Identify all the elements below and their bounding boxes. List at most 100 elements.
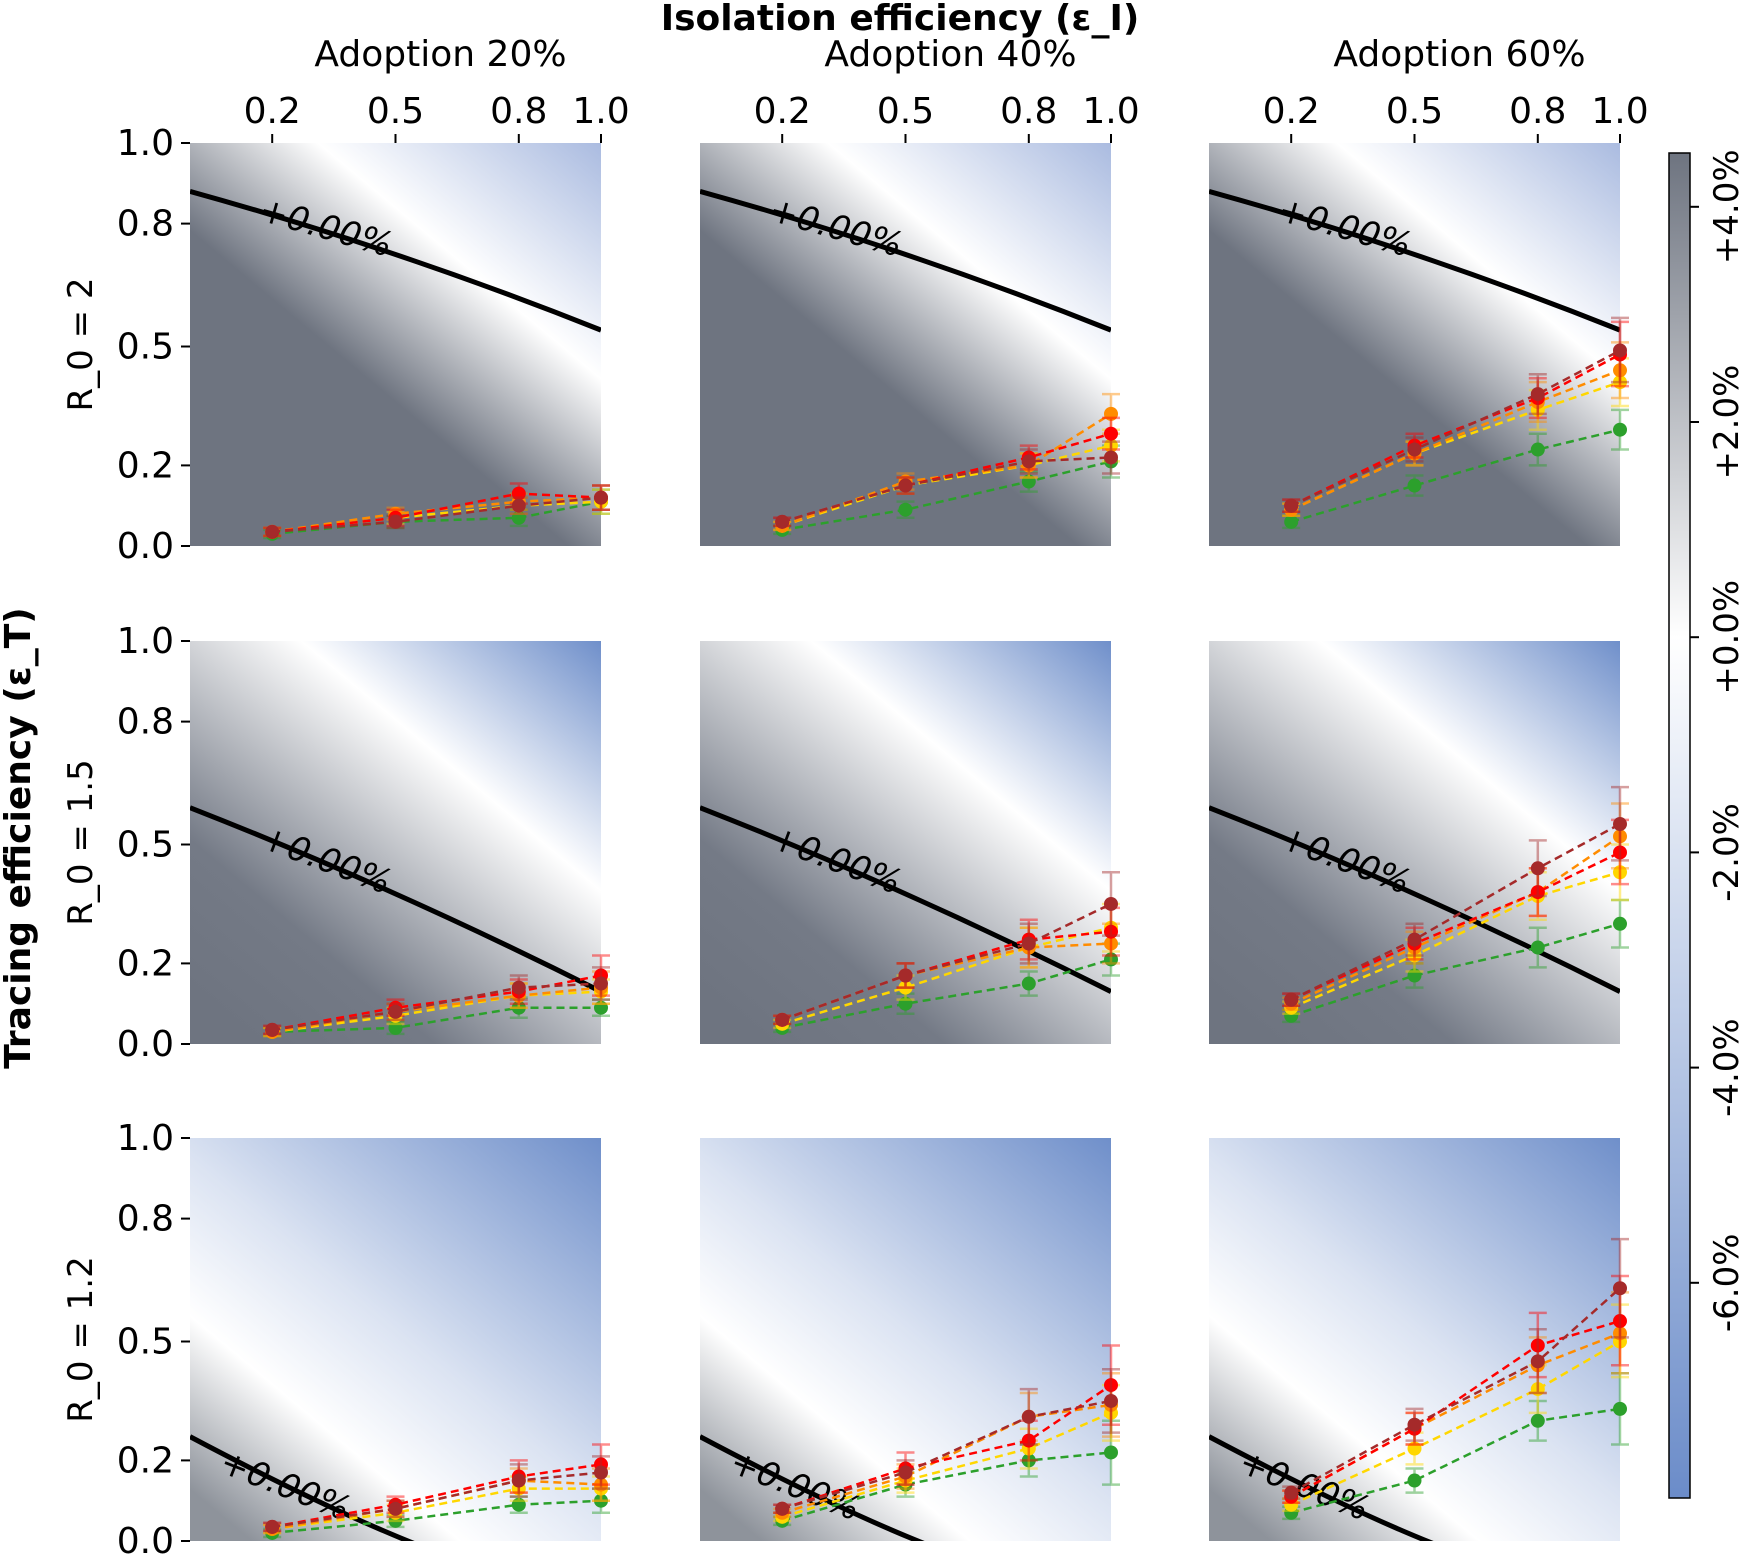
data-point <box>594 1493 608 1508</box>
data-point <box>898 996 913 1011</box>
y-tick-label: 1.0 <box>117 123 174 164</box>
y-axis-title: Tracing efficiency (ε_T) <box>0 607 39 1068</box>
data-point <box>594 1477 608 1492</box>
data-point <box>775 1501 790 1516</box>
data-point <box>1104 1378 1118 1393</box>
series-line <box>272 1487 601 1531</box>
series-4 <box>773 1368 1120 1516</box>
series-0 <box>1282 1371 1629 1521</box>
data-point <box>1407 968 1422 983</box>
data-point <box>1613 845 1627 860</box>
series-line <box>272 500 602 534</box>
x-tick-label: 0.8 <box>1000 91 1057 132</box>
data-point <box>1104 936 1118 951</box>
series-line <box>781 902 1112 1021</box>
data-point <box>1284 992 1299 1007</box>
data-point <box>898 980 913 995</box>
y-tick-label: 0.5 <box>117 825 174 866</box>
series-line <box>272 500 602 536</box>
y-tick-label: 0.2 <box>117 445 174 486</box>
colorbar-tick-label: +4.0% <box>1707 149 1739 264</box>
data-point <box>1021 454 1036 469</box>
series-line <box>781 1411 1112 1519</box>
column-title: Adoption 60% <box>1333 34 1585 75</box>
series-4 <box>773 871 1120 1027</box>
colorbar-tick-label: -4.0% <box>1707 1018 1739 1117</box>
series-line <box>272 1006 601 1034</box>
colorbar-tick-label: -2.0% <box>1707 803 1739 902</box>
series-line <box>1290 1407 1621 1514</box>
series-line <box>781 1399 1112 1510</box>
data-point <box>388 1004 403 1019</box>
series-line <box>272 1499 602 1535</box>
series-line <box>1290 1319 1621 1498</box>
data-point <box>1021 474 1036 489</box>
x-tick-label: 0.8 <box>1509 91 1566 132</box>
data-point <box>511 498 526 513</box>
contour-zero <box>700 805 1111 994</box>
colorbar-tick-label: +2.0% <box>1707 365 1739 480</box>
series-line <box>1290 349 1621 507</box>
series-line <box>272 496 602 534</box>
y-tick-label: 0.8 <box>117 1199 174 1240</box>
contour-zero <box>700 188 1111 333</box>
series-4 <box>1282 785 1629 1007</box>
y-tick-label: 0.2 <box>117 1440 174 1481</box>
x-tick-label: 0.2 <box>244 91 301 132</box>
contour-zero <box>700 1434 925 1541</box>
data-point <box>1021 1409 1036 1424</box>
panel-r1-c0: +0.00%0.00.20.50.81.0R_0 = 1.5 <box>61 621 610 1065</box>
data-point <box>1284 1485 1299 1500</box>
heatmap-background <box>190 143 601 546</box>
series-line <box>272 990 602 1034</box>
data-point <box>1407 478 1422 493</box>
data-point <box>511 510 526 525</box>
data-point <box>775 1012 790 1027</box>
series-line <box>1290 871 1621 1009</box>
data-point <box>1407 1417 1422 1432</box>
data-point <box>1104 1445 1118 1460</box>
data-point <box>1104 952 1118 967</box>
series-4 <box>263 1455 610 1534</box>
data-point <box>1407 442 1422 457</box>
series-4 <box>1282 316 1629 513</box>
y-tick-label: 0.5 <box>117 1322 174 1363</box>
data-point <box>1613 829 1627 844</box>
data-point <box>388 514 403 529</box>
contour-zero <box>1209 1434 1434 1541</box>
data-point <box>1104 1393 1118 1408</box>
data-point <box>511 1000 526 1015</box>
series-line <box>781 412 1112 528</box>
contour-zero <box>190 1434 415 1541</box>
colorbar-tick-label: +0.0% <box>1707 580 1739 695</box>
x-tick-label: 0.5 <box>877 91 934 132</box>
x-tick-label: 0.2 <box>1263 91 1320 132</box>
series-1 <box>1282 1303 1629 1513</box>
data-point <box>1613 363 1627 378</box>
y-tick-label: 0.8 <box>117 204 174 245</box>
data-point <box>1407 1441 1422 1456</box>
data-point <box>511 1497 526 1512</box>
series-line <box>1290 1340 1621 1506</box>
data-point <box>594 490 608 505</box>
data-point <box>1530 442 1545 457</box>
y-tick-label: 1.0 <box>117 621 174 662</box>
data-point <box>1613 1314 1627 1329</box>
series-line <box>272 492 602 534</box>
x-tick-label: 0.8 <box>490 91 547 132</box>
data-point <box>1104 426 1118 441</box>
data-point <box>1613 916 1627 931</box>
colorbar-bar <box>1668 152 1691 1499</box>
y-tick-label: 0.2 <box>117 943 174 984</box>
series-line <box>781 1384 1112 1510</box>
y-tick-label: 0.0 <box>117 1024 174 1065</box>
data-point <box>1021 1453 1036 1468</box>
data-point <box>1530 1413 1545 1428</box>
data-point <box>898 968 913 983</box>
data-point <box>1530 940 1545 955</box>
series-line <box>781 460 1112 532</box>
data-point <box>265 524 280 539</box>
data-point <box>388 1501 403 1516</box>
series-line <box>781 958 1112 1030</box>
